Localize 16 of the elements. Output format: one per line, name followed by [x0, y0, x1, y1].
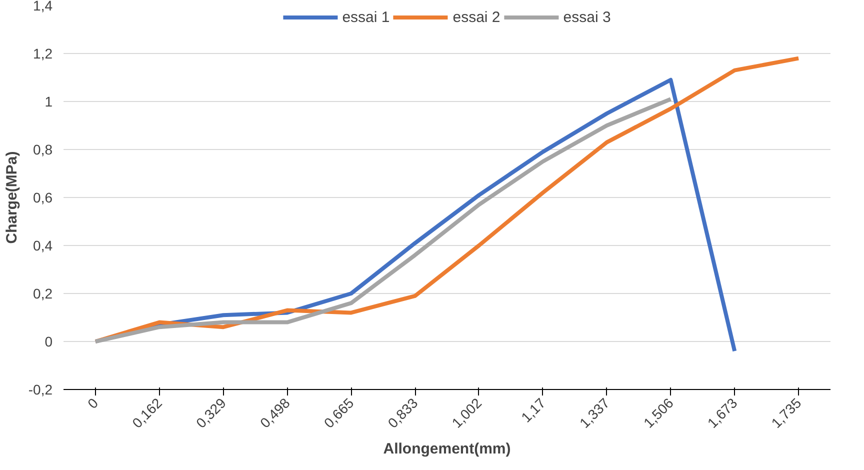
- legend-label: essai 3: [563, 8, 611, 26]
- y-tick-label: -0,2: [28, 382, 53, 398]
- legend-label: essai 2: [452, 8, 500, 26]
- y-tick-label: 1,4: [33, 0, 53, 14]
- x-axis-title: Allongement(mm): [383, 440, 511, 458]
- legend-label: essai 1: [342, 8, 390, 26]
- y-tick-label: 1: [44, 94, 53, 110]
- y-tick-label: 0,4: [33, 238, 53, 254]
- y-tick-label: 1,2: [33, 46, 53, 62]
- y-tick-label: 0,8: [33, 142, 53, 158]
- x-tick-label: 0: [84, 394, 102, 412]
- line-series: [93, 97, 673, 344]
- y-tick-label: 0,6: [33, 190, 53, 206]
- y-tick-label: 0: [44, 334, 53, 350]
- y-tick-label: 0,2: [33, 286, 53, 302]
- y-axis-title: Charge(MPa): [3, 151, 20, 244]
